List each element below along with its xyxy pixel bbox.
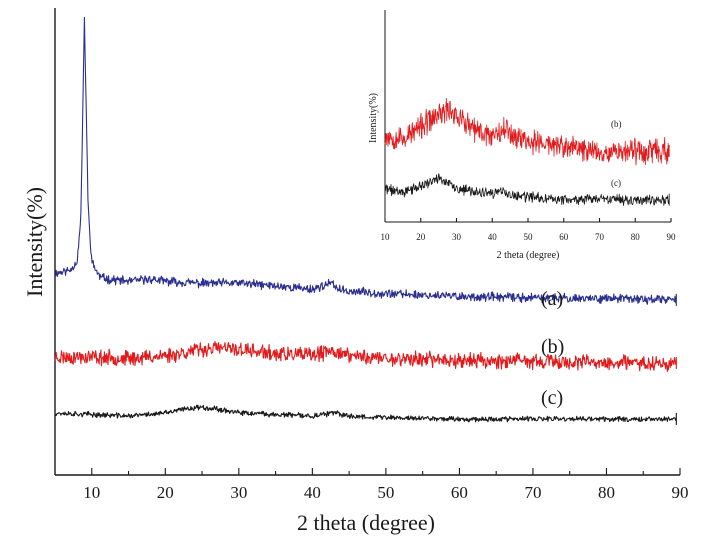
x-tick-label-40: 40 (488, 232, 498, 242)
inset-series (384, 97, 670, 206)
main-x-ticks: 10 20 30 40 50 60 70 80 90 (83, 468, 689, 502)
x-tick-label-90: 90 (672, 483, 689, 502)
x-tick-label-60: 60 (451, 483, 468, 502)
x-tick-label-70: 70 (595, 232, 605, 242)
x-tick-label-30: 30 (452, 232, 462, 242)
x-tick-label-60: 60 (559, 232, 569, 242)
x-tick-label-20: 20 (416, 232, 426, 242)
series-line-c (54, 404, 677, 425)
x-tick-label-70: 70 (524, 483, 541, 502)
series-label-c: (c) (541, 387, 563, 409)
x-tick-label-80: 80 (631, 232, 641, 242)
series-label-a: (a) (541, 288, 563, 310)
x-tick-label-10: 10 (83, 483, 100, 502)
main-plot: 10 20 30 40 50 60 70 80 90 (a) (b) (c) 2 theta (… (22, 8, 689, 535)
x-tick-label-80: 80 (598, 483, 615, 502)
main-series (54, 16, 677, 425)
x-tick-label-10: 10 (381, 232, 391, 242)
series-line-a (54, 16, 677, 306)
inset-series-line-b (384, 97, 670, 166)
x-tick-label-50: 50 (524, 232, 534, 242)
series-label-b: (b) (541, 336, 564, 358)
inset-x-axis-title: 2 theta (degree) (497, 250, 560, 261)
x-tick-label-20: 20 (157, 483, 174, 502)
inset-x-ticks: 10 20 30 40 50 60 70 80 90 (381, 218, 677, 242)
inset-series-labels: (b) (c) (611, 119, 622, 188)
x-tick-label-30: 30 (230, 483, 247, 502)
inset-series-label-c: (c) (611, 178, 621, 188)
main-y-axis-title: Intensity(%) (22, 187, 47, 297)
x-tick-label-40: 40 (304, 483, 321, 502)
inset-series-label-b: (b) (611, 119, 622, 129)
inset-y-axis-title: Intensity(%) (368, 93, 379, 143)
main-series-labels: (a) (b) (c) (541, 288, 564, 409)
x-tick-label-50: 50 (377, 483, 394, 502)
inset-plot: 10 20 30 40 50 60 70 80 90 (b) (c) 2 theta (degr… (368, 10, 676, 261)
series-line-b (54, 341, 677, 372)
x-tick-label-90: 90 (667, 232, 677, 242)
inset-series-line-c (384, 173, 670, 206)
main-x-axis-title: 2 theta (degree) (297, 510, 435, 535)
